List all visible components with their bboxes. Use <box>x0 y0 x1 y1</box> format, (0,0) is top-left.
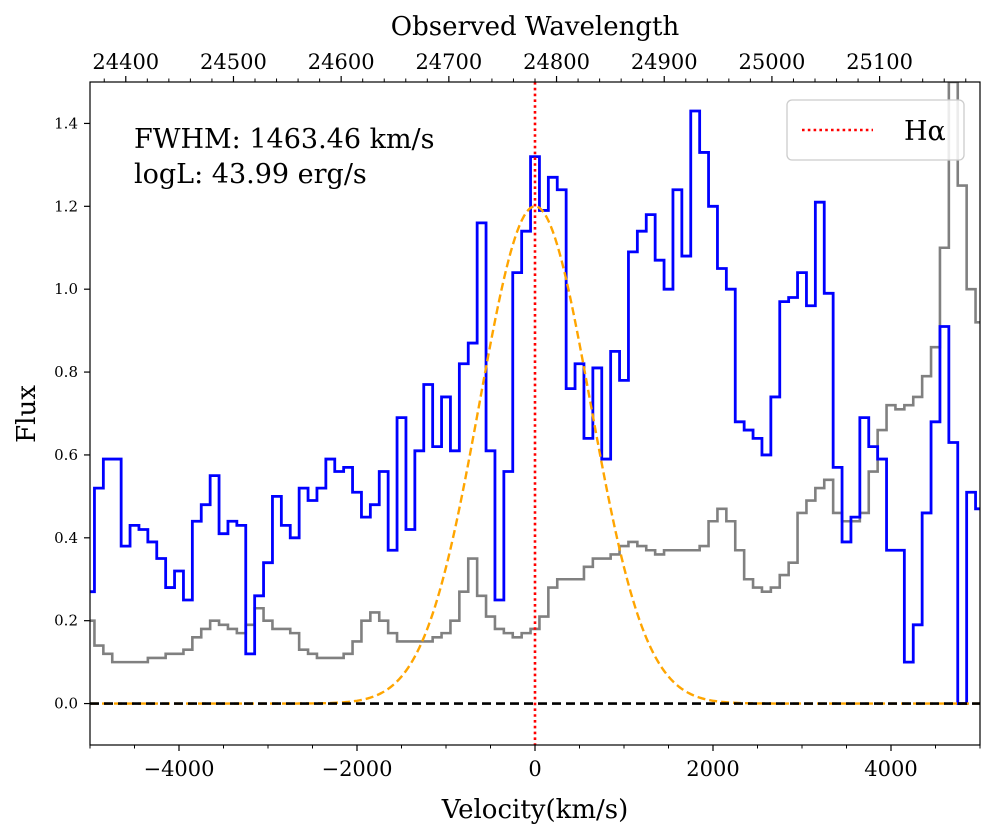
top-tick-label: 24900 <box>631 50 698 74</box>
annotation-fwhm: FWHM: 1463.46 km/s <box>134 124 435 155</box>
y-tick-label: 0.0 <box>54 695 78 713</box>
top-tick-label: 24700 <box>415 50 482 74</box>
top-tick-label: 24800 <box>523 50 590 74</box>
y-tick-label: 1.2 <box>54 197 78 215</box>
top-tick-label: 24400 <box>92 50 159 74</box>
legend: Hα <box>786 99 965 161</box>
top-axis: 24400 24500 24600 24700 24800 24900 25000 25100 <box>92 50 967 82</box>
y-tick-label: 0.6 <box>54 446 78 464</box>
top-tick-label: 25100 <box>846 50 913 74</box>
x-tick-label: −2000 <box>321 757 392 781</box>
annotation-logl: logL: 43.99 erg/s <box>134 159 367 190</box>
legend-label-h-alpha: Hα <box>904 116 946 147</box>
x-tick-label: 4000 <box>864 757 917 781</box>
top-tick-label: 25000 <box>739 50 806 74</box>
y-tick-label: 0.8 <box>54 363 78 381</box>
x-tick-label: 0 <box>528 757 541 781</box>
x-tick-label: 2000 <box>686 757 739 781</box>
top-tick-label: 24600 <box>308 50 375 74</box>
left-axis: 0.0 0.2 0.4 0.6 0.8 1.0 1.2 1.4 <box>54 114 90 713</box>
bottom-axis: −4000 −2000 0 2000 4000 <box>89 745 981 781</box>
y-tick-label: 0.4 <box>54 529 78 547</box>
y-axis-label: Flux <box>12 385 42 443</box>
x-axis-label: Velocity(km/s) <box>441 795 629 825</box>
y-tick-label: 1.4 <box>54 114 78 132</box>
top-axis-label: Observed Wavelength <box>391 12 680 42</box>
legend-box <box>786 99 965 161</box>
x-tick-label: −4000 <box>143 757 214 781</box>
series-spectrum-line <box>90 109 980 705</box>
series-layer <box>90 82 980 745</box>
top-tick-label: 24500 <box>200 50 267 74</box>
y-tick-label: 0.2 <box>54 612 78 630</box>
y-tick-label: 1.0 <box>54 280 78 298</box>
